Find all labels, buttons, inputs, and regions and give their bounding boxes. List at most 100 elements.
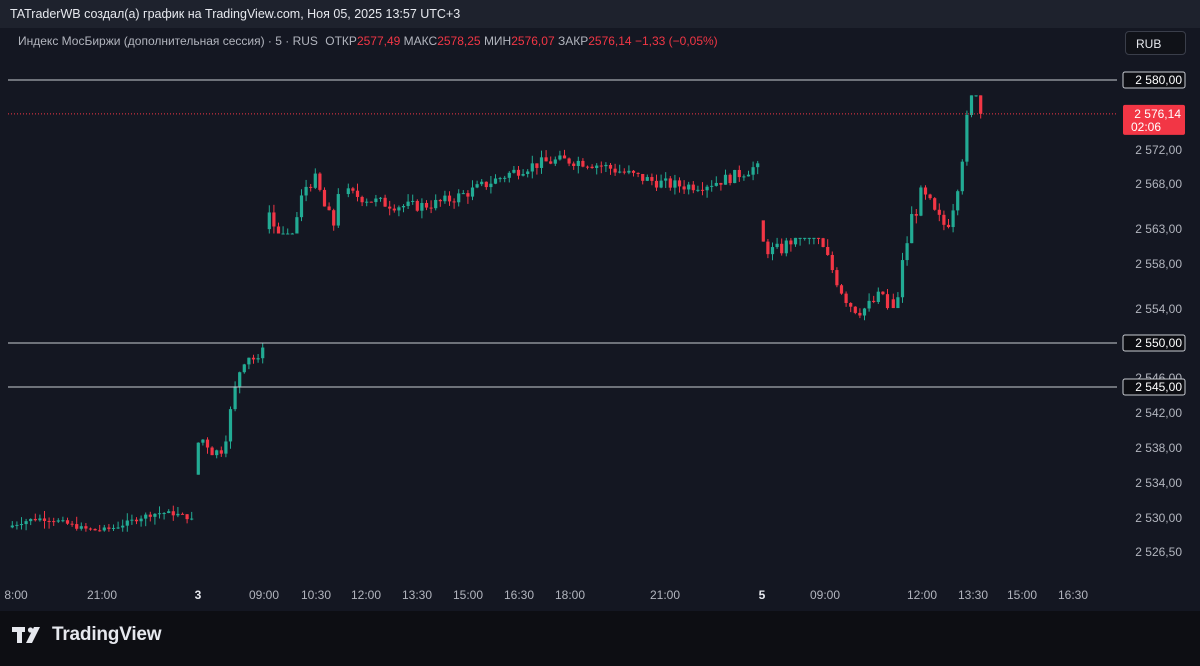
candle-body bbox=[157, 513, 162, 515]
candle-body bbox=[761, 220, 765, 242]
time-tick-label: 12:00 bbox=[907, 588, 937, 602]
candle-body bbox=[360, 196, 364, 203]
candle-body bbox=[130, 519, 134, 521]
candle-body bbox=[196, 442, 200, 475]
candle-body bbox=[844, 293, 848, 304]
time-axis[interactable]: 8:00 21:00 3 09:00 10:30 12:00 13:30 15:00 16:30… bbox=[4, 588, 1088, 602]
time-tick-label: 5 bbox=[759, 588, 766, 602]
candle-body bbox=[171, 511, 175, 516]
legend-low-label: МИН bbox=[483, 34, 512, 48]
chart-area[interactable] bbox=[0, 28, 1200, 611]
candle-body bbox=[549, 161, 553, 164]
candle-body bbox=[61, 520, 65, 522]
candle-body bbox=[826, 247, 830, 255]
candle-body bbox=[355, 190, 360, 197]
candle-body bbox=[351, 188, 355, 191]
candle-body bbox=[608, 164, 613, 169]
candle-body bbox=[585, 166, 590, 168]
candle-body bbox=[733, 169, 737, 184]
candle-body bbox=[965, 114, 969, 162]
candle-body bbox=[461, 193, 465, 195]
tradingview-logo[interactable]: TradingView bbox=[12, 624, 162, 646]
last-price-label: 2 576,14 bbox=[1134, 107, 1181, 121]
time-tick-label: 09:00 bbox=[810, 588, 840, 602]
candle-body bbox=[885, 294, 890, 309]
candle-body bbox=[378, 197, 383, 199]
candle-body bbox=[299, 195, 304, 218]
candle-body bbox=[452, 201, 456, 203]
candlestick-chart[interactable]: 2 580,00 2 572,00 2 568,00 2 563,00 2 558,00… bbox=[0, 0, 1200, 611]
candle-body bbox=[942, 214, 946, 225]
time-tick-label: 3 bbox=[195, 588, 202, 602]
candle-body bbox=[415, 200, 419, 211]
candle-body bbox=[650, 177, 654, 181]
candle-body bbox=[309, 186, 313, 188]
candle-body bbox=[75, 524, 79, 529]
candle-body bbox=[93, 529, 97, 531]
price-tick-label: 2 526,50 bbox=[1135, 545, 1182, 559]
time-tick-label: 13:30 bbox=[402, 588, 432, 602]
legend-change: −1,33 (−0,05%) bbox=[634, 34, 718, 48]
candle-body bbox=[224, 441, 228, 454]
candle-body bbox=[891, 299, 895, 309]
candle-body bbox=[900, 260, 905, 298]
candle-body bbox=[853, 306, 857, 313]
candle-body bbox=[714, 182, 718, 186]
candle-body bbox=[599, 165, 603, 167]
candle-body bbox=[604, 164, 608, 167]
legend-open-value: 2577,49 bbox=[356, 34, 401, 48]
candle-body bbox=[121, 525, 125, 528]
candle-body bbox=[365, 201, 369, 203]
candle-body bbox=[839, 285, 844, 294]
candle-body bbox=[793, 237, 798, 245]
candle-body bbox=[780, 243, 784, 254]
candle-body bbox=[98, 530, 102, 532]
candle-body bbox=[79, 526, 83, 529]
candle-body bbox=[645, 177, 649, 181]
candle-body bbox=[493, 178, 498, 184]
candle-body bbox=[558, 155, 562, 160]
candle-body bbox=[281, 233, 285, 235]
candle-body bbox=[595, 165, 599, 169]
candle-body bbox=[475, 184, 479, 188]
candle-body bbox=[821, 238, 825, 248]
time-tick-label: 12:00 bbox=[351, 588, 381, 602]
candle-body bbox=[19, 524, 24, 526]
candle-body bbox=[659, 180, 663, 188]
price-tick-label: 2 530,00 bbox=[1135, 511, 1182, 525]
candle-body bbox=[210, 447, 214, 456]
candle-body bbox=[304, 186, 308, 196]
candle-body bbox=[956, 191, 960, 211]
time-tick-label: 13:30 bbox=[958, 588, 988, 602]
candle-body bbox=[56, 520, 60, 522]
candle-body bbox=[766, 241, 770, 255]
legend-symbol: Индекс МосБиржи (дополнительная сессия) … bbox=[18, 34, 318, 48]
candle-body bbox=[807, 237, 811, 239]
last-price-box bbox=[1123, 104, 1185, 135]
candle-body bbox=[654, 180, 659, 188]
candle-body bbox=[480, 181, 484, 185]
candle-body bbox=[969, 95, 974, 115]
candles-layer bbox=[10, 95, 983, 532]
bar-countdown-label: 02:06 bbox=[1131, 120, 1161, 134]
price-tick-label: 2 572,00 bbox=[1135, 143, 1182, 157]
candle-body bbox=[24, 521, 28, 525]
candle-body bbox=[581, 160, 585, 167]
candle-body bbox=[746, 174, 751, 177]
candle-body bbox=[139, 518, 143, 522]
candle-body bbox=[530, 163, 534, 172]
candle-body bbox=[641, 173, 645, 181]
candle-body bbox=[742, 176, 746, 178]
candle-body bbox=[622, 171, 626, 173]
candle-body bbox=[812, 237, 816, 239]
candle-body bbox=[290, 233, 294, 235]
candle-body bbox=[705, 186, 709, 191]
candle-body bbox=[116, 527, 120, 529]
candle-body bbox=[562, 155, 567, 159]
chart-snapshot-header: TATraderWB создал(а) график на TradingVi… bbox=[0, 0, 1200, 28]
candle-body bbox=[392, 208, 396, 211]
price-axis[interactable]: 2 580,00 2 572,00 2 568,00 2 563,00 2 558,00… bbox=[1122, 71, 1186, 559]
candle-body bbox=[636, 172, 640, 174]
currency-button[interactable]: RUB bbox=[1125, 31, 1186, 55]
candle-body bbox=[682, 186, 686, 190]
